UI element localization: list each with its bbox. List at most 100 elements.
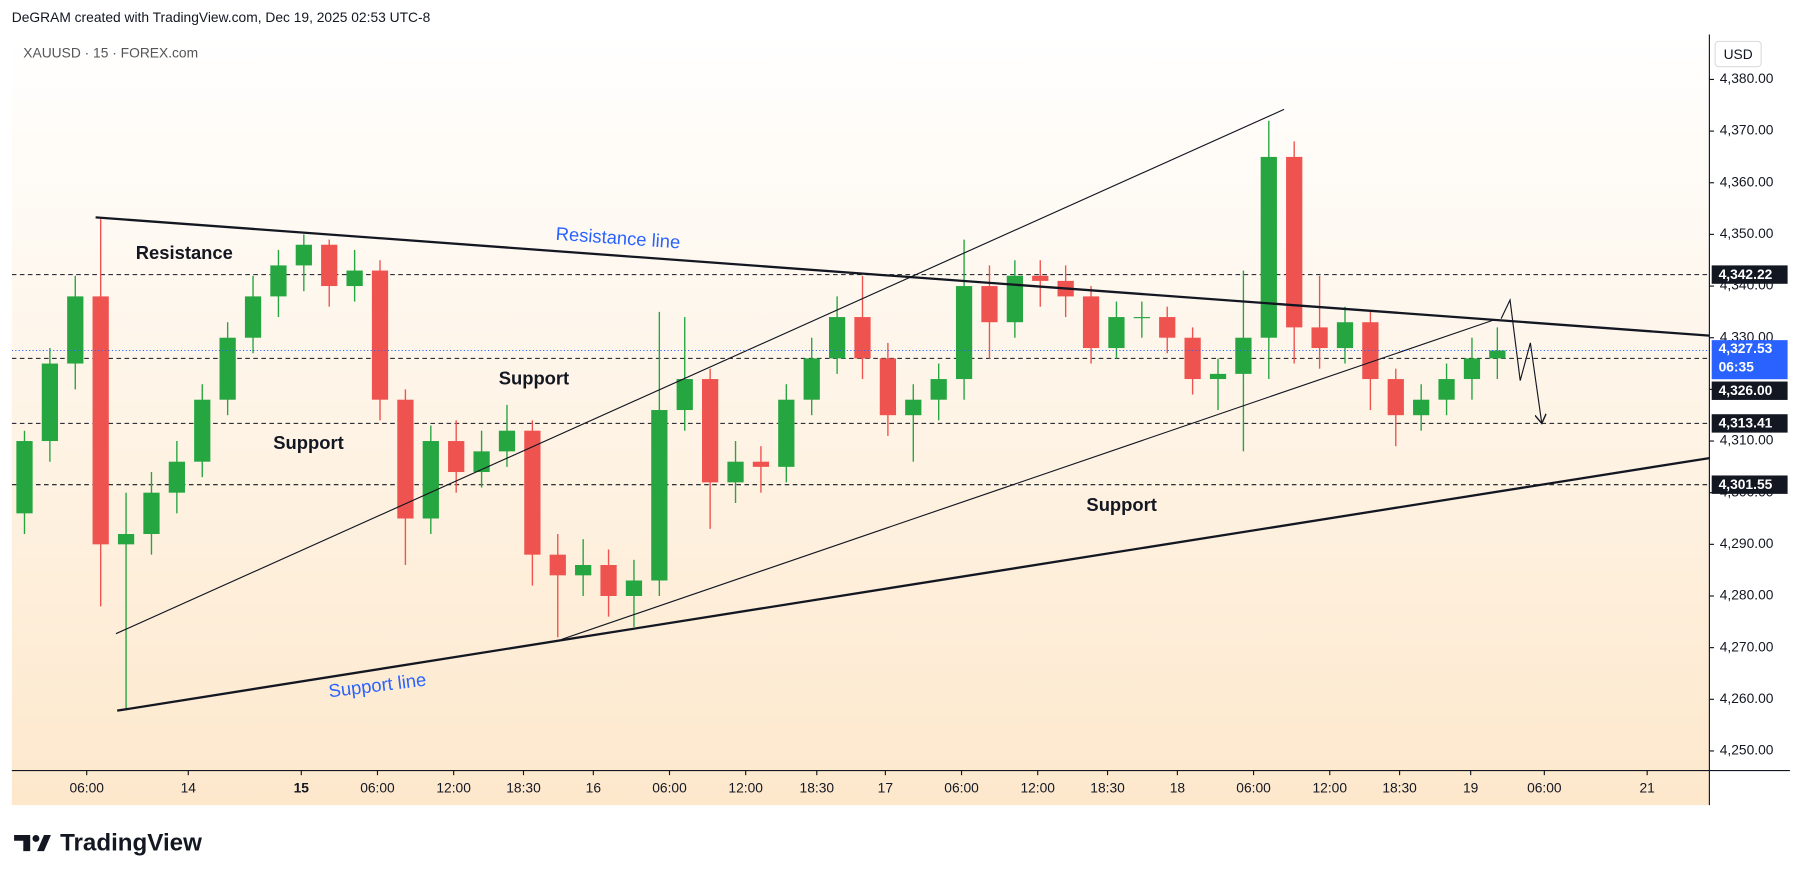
candle-body <box>1159 317 1176 338</box>
last-price-box <box>1711 340 1788 380</box>
projection-path <box>1500 297 1542 423</box>
candle-body <box>1260 156 1277 338</box>
x-tick-label: 06:00 <box>944 781 979 796</box>
candle-body <box>1387 379 1404 416</box>
x-tick-label: 19 <box>1463 781 1479 796</box>
x-tick-label: 18:30 <box>1382 781 1417 796</box>
candle-body <box>1006 275 1023 323</box>
candle-body <box>67 296 84 364</box>
brand-logo <box>14 834 51 852</box>
x-tick-label: 18:30 <box>506 781 541 796</box>
level-label: 4,342.22 <box>1719 267 1773 282</box>
candle-body <box>498 430 516 452</box>
candle-body <box>1209 373 1227 380</box>
candle-body <box>1032 275 1049 281</box>
x-tick-label: 12:00 <box>436 781 471 796</box>
level-box <box>1711 475 1788 494</box>
y-tick-label: 4,350.00 <box>1720 226 1774 241</box>
candle-body <box>803 358 820 400</box>
candle-body <box>778 399 795 467</box>
candle-body <box>194 399 211 462</box>
candle-body <box>549 554 566 576</box>
currency-box <box>1714 40 1762 68</box>
level-label: 4,301.55 <box>1719 477 1773 492</box>
trendline <box>117 456 1710 712</box>
candle-body <box>244 296 262 338</box>
candle-body <box>524 430 541 555</box>
candle-body <box>1286 156 1303 328</box>
candle-body <box>1489 350 1506 359</box>
level-box <box>1711 381 1788 400</box>
candle-body <box>600 565 617 596</box>
candle-body <box>143 492 160 535</box>
level-label: 4,313.41 <box>1719 416 1773 431</box>
x-tick-label: 14 <box>181 781 197 796</box>
candle-body <box>828 317 846 359</box>
candle-body <box>1311 327 1328 349</box>
y-tick-label: 4,360.00 <box>1720 174 1774 189</box>
candle-body <box>702 379 719 483</box>
currency: USD <box>1724 47 1753 62</box>
x-tick-label: 12:00 <box>728 781 763 796</box>
candle-body <box>92 296 109 545</box>
candle-body <box>905 399 922 416</box>
candle-body <box>448 441 465 473</box>
candle-body <box>752 461 770 467</box>
x-tick-label: 15 <box>294 781 310 796</box>
header: DeGRAM created with TradingView.com, Dec… <box>12 10 431 25</box>
level-label: 4,326.00 <box>1719 383 1773 398</box>
candle-body <box>1082 296 1100 349</box>
candle-body <box>651 410 668 581</box>
trendline <box>95 216 1710 337</box>
candle-body <box>1438 379 1455 400</box>
candle-body <box>397 399 414 519</box>
x-tick-label: 18 <box>1170 781 1186 796</box>
candle-body <box>1413 399 1430 416</box>
last-price-label: 4,327.53 <box>1719 341 1773 356</box>
y-tick-label: 4,370.00 <box>1720 123 1774 138</box>
annotation: Support <box>499 367 569 388</box>
candle-body <box>879 358 897 416</box>
candle-body <box>41 363 59 442</box>
plot <box>11 108 1710 712</box>
candle-body <box>1362 322 1379 380</box>
candle-body <box>422 441 439 519</box>
x-tick-label: 06:00 <box>1236 781 1271 796</box>
annotation: Resistance <box>136 242 233 263</box>
x-tick-label: 06:00 <box>652 781 687 796</box>
candle-body <box>727 461 744 483</box>
x-tick-label: 18:30 <box>800 781 835 796</box>
candle-body <box>270 265 287 297</box>
candle-body <box>955 286 973 380</box>
x-tick-label: 17 <box>878 781 893 796</box>
candle-body <box>1133 317 1150 319</box>
candle-body <box>1184 337 1201 380</box>
candle-body <box>321 244 338 287</box>
candle-body <box>930 379 947 400</box>
countdown: 06:35 <box>1719 359 1755 374</box>
candle-body <box>168 461 185 493</box>
annotation: Support <box>1086 494 1156 515</box>
annotation: Support <box>273 432 343 453</box>
candle-body <box>295 244 312 266</box>
candle-body <box>854 317 871 359</box>
candle-body <box>575 565 592 576</box>
candle-body <box>117 534 135 545</box>
y-tick-label: 4,250.00 <box>1720 743 1774 758</box>
plot-background <box>11 34 1710 806</box>
symbol: XAUUSD · 15 · FOREX.com <box>23 46 198 61</box>
candle-body <box>371 270 389 400</box>
brand: TradingView <box>60 830 202 857</box>
x-tick-label: 18:30 <box>1090 781 1125 796</box>
x-tick-label: 06:00 <box>1527 781 1562 796</box>
y-tick-label: 4,280.00 <box>1720 588 1774 603</box>
candle-body <box>1108 317 1125 349</box>
level-box <box>1711 414 1788 433</box>
y-tick-label: 4,290.00 <box>1720 536 1774 551</box>
y-tick-label: 4,310.00 <box>1720 433 1774 448</box>
candle-body <box>676 379 693 411</box>
trendline <box>115 108 1285 635</box>
y-tick-label: 4,380.00 <box>1720 71 1774 86</box>
candle-body <box>625 580 643 596</box>
